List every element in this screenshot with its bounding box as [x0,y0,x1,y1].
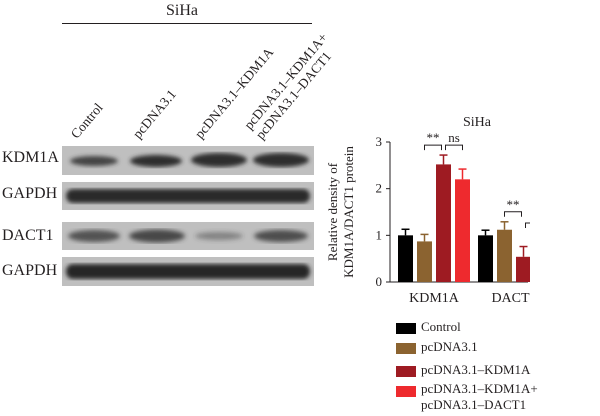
blot-label-gapdh-1: GAPDH [2,185,58,202]
blot-label-gapdh-2: GAPDH [2,262,58,279]
blot-strip-gapdh-1 [62,182,314,210]
blot-strip-kdm1a [62,146,314,175]
y-axis-label-line1: Relative density of [325,162,340,261]
legend-swatch-pcdna-kdm1a [396,366,416,377]
bar-pcdna-kdm1a-kdm1a [436,164,451,282]
blot-bands [66,189,310,203]
y-tick-label: 0 [376,274,383,289]
significance-bracket [525,222,530,228]
legend-label-pcdna-kdm1a: pcDNA3.1–KDM1A [421,362,531,377]
blot-bands [70,153,309,167]
chart-title: SiHa [463,115,492,130]
lane-label-pcdna: pcDNA3.1 [129,86,180,142]
x-tick-label: DACT1 [491,291,530,306]
bar-control-kdm1a [398,235,413,282]
lane-label-control: Control [67,100,106,142]
blot-strip-gapdh-2 [62,257,314,286]
y-tick-label: 1 [376,227,383,242]
blot-strip-dact1 [62,222,314,250]
blot-label-kdm1a: KDM1A [2,149,59,166]
legend-swatch-pcdna-kdm1a-dact1 [396,386,416,397]
x-tick-label: KDM1A [409,291,460,306]
bar-pcdna-kdm1a [417,241,432,282]
bar-chart: SiHa Relative density of KDM1A/DACT1 prote… [325,115,530,306]
significance-bracket [424,144,442,151]
cell-line-header: SiHa [166,2,198,19]
significance-bracket [504,211,522,217]
legend-label-control: Control [421,319,461,334]
legend-swatch-pcdna [396,343,416,354]
bar-pcdna-dact1 [497,229,512,282]
legend-swatch-control [396,323,416,334]
legend-label-pcdna: pcDNA3.1 [421,339,478,354]
blot-bands [66,264,310,279]
legend-label-pcdna-kdm1a-dact1: pcDNA3.1–KDM1A+ pcDNA3.1–DACT1 [421,381,538,412]
significance-label: ** [427,130,440,145]
blot-bands [68,229,308,243]
bar-pcdna-kdm1a-dact1 [516,256,530,282]
significance-label: ns [448,130,460,145]
significance-bracket [445,144,463,151]
blot-label-dact1: DACT1 [2,227,54,244]
bar-pcdna-kdm1a-dact1-kdm1a [455,179,470,282]
bar-control-dact1 [478,235,493,282]
y-tick-label: 2 [376,181,383,196]
header-underline [62,23,312,24]
significance-label: ** [507,197,520,212]
y-axis-label-line2: KDM1A/DACT1 protein [341,146,356,278]
y-tick-label: 3 [376,134,383,149]
